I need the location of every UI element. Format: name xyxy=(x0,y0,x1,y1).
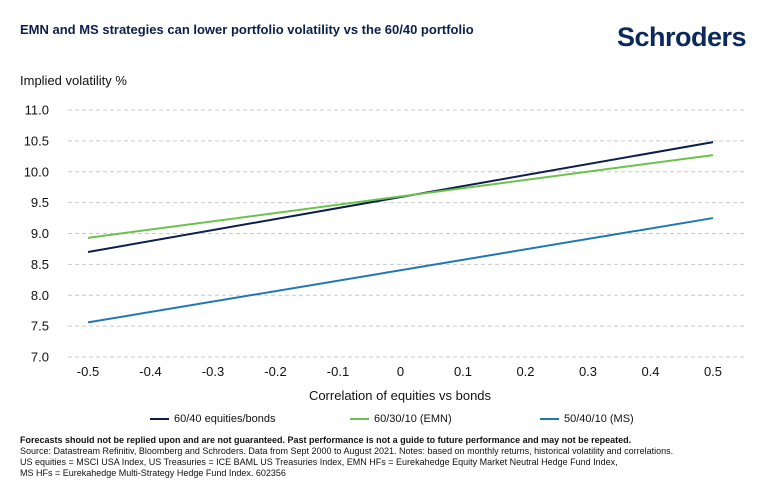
x-tick-label: 0.2 xyxy=(516,364,534,379)
y-tick-label: 8.5 xyxy=(31,257,49,272)
chart-title: EMN and MS strategies can lower portfoli… xyxy=(20,22,474,37)
source-line-3: MS HFs = Eurekahedge Multi-Strategy Hedg… xyxy=(20,468,286,478)
x-tick-label: -0.3 xyxy=(202,364,224,379)
y-tick-label: 9.5 xyxy=(31,195,49,210)
y-axis-ticks: 7.0 7.5 8.0 8.5 9.0 9.5 10.0 10.5 11.0 xyxy=(24,103,49,365)
x-tick-label: -0.2 xyxy=(264,364,286,379)
gridlines xyxy=(68,109,745,358)
x-tick-label: -0.5 xyxy=(77,364,99,379)
line-chart: 7.07.58.08.59.09.510.010.511.0 -0.5 -0.4-… xyxy=(24,103,745,403)
x-tick-label: -0.1 xyxy=(327,364,349,379)
y-tick-label: 7.0 xyxy=(31,350,49,365)
legend-label-emn: 60/30/10 (EMN) xyxy=(374,413,452,425)
y-tick-label: 8.0 xyxy=(31,288,49,303)
y-axis-label: Implied volatility % xyxy=(20,73,127,88)
y-tick-label: 9.0 xyxy=(31,226,49,241)
series-lines xyxy=(87,141,714,324)
x-tick-label: 0.5 xyxy=(704,364,722,379)
x-axis-label: Correlation of equities vs bonds xyxy=(309,388,492,403)
series-line-2 xyxy=(87,217,714,324)
legend-label-ms: 50/40/10 (MS) xyxy=(564,413,634,425)
y-tick-label: 10.5 xyxy=(24,133,49,148)
series-line-1 xyxy=(87,154,714,239)
x-axis-ticks: -0.5 -0.4 -0.3 -0.2 -0.1 0 0.1 0.2 0.3 0.4 0.5 xyxy=(77,364,722,379)
legend-item-ms: 50/40/10 (MS) xyxy=(540,413,634,425)
disclaimer: Forecasts should not be replied upon and… xyxy=(20,435,632,445)
x-tick-label: 0.4 xyxy=(641,364,659,379)
legend: 60/40 equities/bonds 60/30/10 (EMN) 50/4… xyxy=(0,413,770,429)
source-line-1: Source: Datastream Refinitiv, Bloomberg … xyxy=(20,446,674,456)
legend-swatch-60-40 xyxy=(150,418,169,420)
y-tick-label: 10.0 xyxy=(24,164,49,179)
source-line-2: US equities = MSCI USA Index, US Treasur… xyxy=(20,457,618,467)
x-tick-label: 0.1 xyxy=(454,364,472,379)
brand-logo: Schroders xyxy=(616,22,747,52)
legend-swatch-ms xyxy=(540,418,559,420)
legend-item-emn: 60/30/10 (EMN) xyxy=(350,413,452,425)
x-tick-label: 0.3 xyxy=(579,364,597,379)
legend-item-60-40: 60/40 equities/bonds xyxy=(150,413,276,425)
legend-swatch-emn xyxy=(350,418,369,420)
y-tick-label: 11.0 xyxy=(25,103,49,118)
x-tick-label: 0 xyxy=(397,364,404,379)
y-tick-label: 7.5 xyxy=(31,319,49,334)
footer-notes: Forecasts should not be replied upon and… xyxy=(20,435,755,479)
x-tick-label: -0.4 xyxy=(139,364,161,379)
legend-label-60-40: 60/40 equities/bonds xyxy=(174,413,276,425)
